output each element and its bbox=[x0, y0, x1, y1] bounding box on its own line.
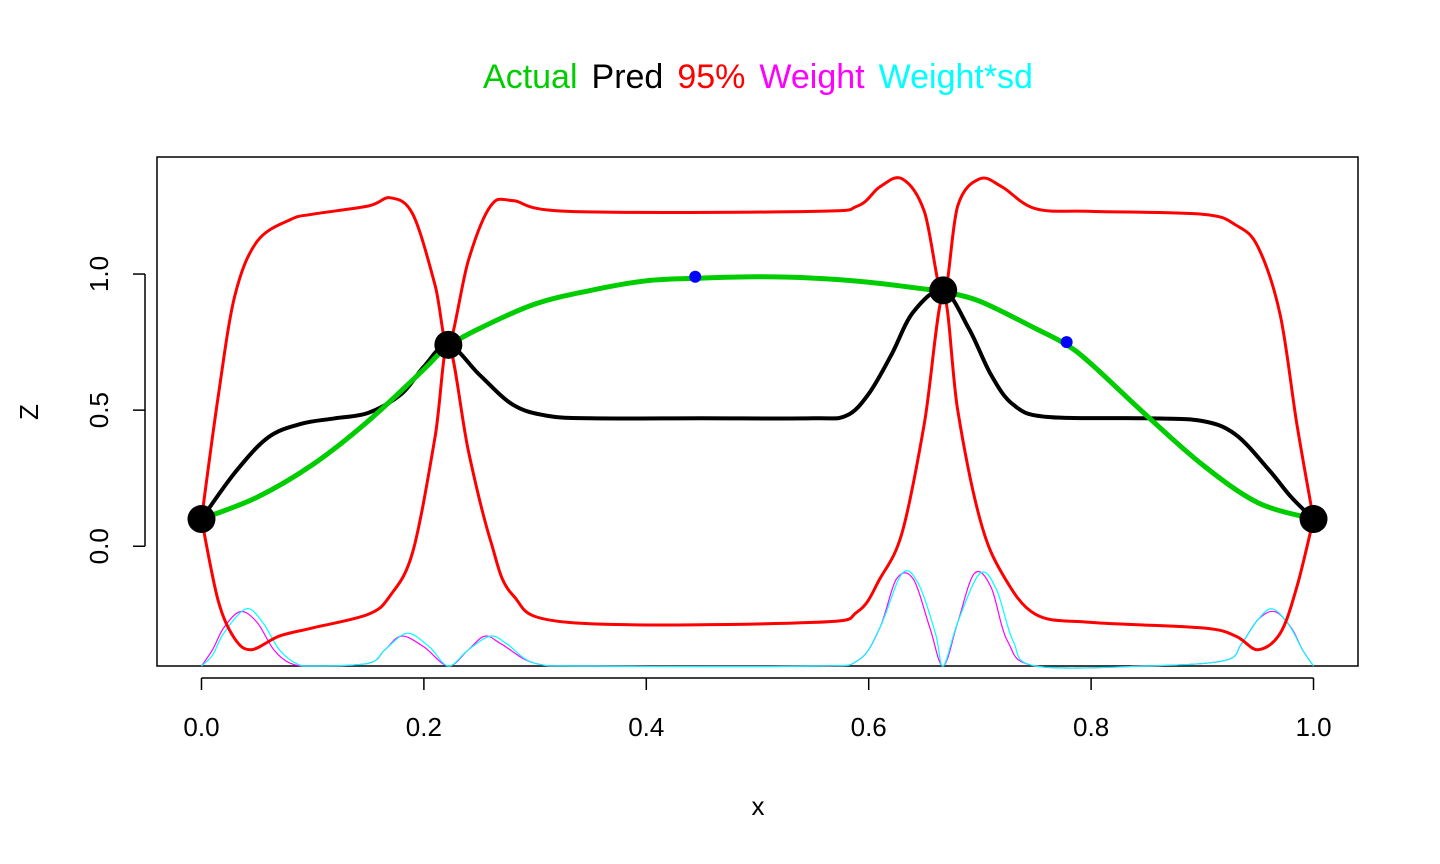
x-tick-label: 0.0 bbox=[183, 712, 219, 742]
y-tick-label: 1.0 bbox=[84, 256, 114, 292]
title-weight-sd: Weight*sd bbox=[879, 58, 1033, 96]
series-weight bbox=[201, 570, 1314, 669]
x-tick-label: 0.8 bbox=[1073, 712, 1109, 742]
y-tick-label: 0.0 bbox=[84, 528, 114, 564]
y-tick-label: 0.5 bbox=[84, 392, 114, 428]
series-layer bbox=[199, 176, 1315, 669]
axes-layer: 0.0 0.2 0.4 0.6 0.8 1.0 0.0 0.5 1.0 bbox=[84, 256, 1332, 742]
candidate-point bbox=[1060, 336, 1073, 349]
title-pred: Pred bbox=[592, 58, 664, 96]
candidate-point bbox=[689, 270, 702, 283]
title-weight: Weight bbox=[759, 58, 865, 96]
series-95-lower bbox=[200, 294, 1315, 652]
design-point bbox=[929, 276, 958, 305]
chart-title: Actual Pred 95% Weight Weight*sd bbox=[483, 58, 1033, 96]
design-point bbox=[434, 330, 463, 359]
x-tick-label: 0.4 bbox=[628, 712, 664, 742]
x-tick-label: 0.2 bbox=[406, 712, 442, 742]
series-pred bbox=[199, 288, 1315, 521]
series-weight-sd bbox=[201, 570, 1314, 669]
x-tick-label: 1.0 bbox=[1295, 712, 1331, 742]
series-actual bbox=[200, 274, 1315, 522]
design-point bbox=[187, 505, 216, 534]
y-axis-label: Z bbox=[14, 404, 44, 420]
series-95-upper bbox=[200, 176, 1315, 520]
title-actual: Actual bbox=[483, 58, 578, 96]
x-tick-label: 0.6 bbox=[851, 712, 887, 742]
x-axis-label: x bbox=[752, 791, 765, 821]
design-point bbox=[1299, 505, 1328, 534]
title-95: 95% bbox=[677, 58, 745, 96]
points-layer bbox=[187, 270, 1328, 534]
plot-frame bbox=[156, 156, 1359, 667]
